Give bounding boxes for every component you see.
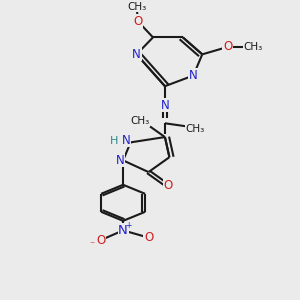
Text: CH₃: CH₃	[130, 116, 149, 126]
Text: O: O	[163, 179, 172, 192]
Text: O: O	[223, 40, 232, 53]
Text: N: N	[118, 224, 128, 237]
Text: H: H	[110, 136, 118, 146]
Text: CH₃: CH₃	[243, 42, 262, 52]
Text: O: O	[134, 15, 143, 28]
Text: N: N	[122, 134, 130, 147]
Text: CH₃: CH₃	[127, 2, 146, 12]
Text: ⁻: ⁻	[90, 241, 95, 250]
Text: +: +	[125, 220, 132, 230]
Text: N: N	[160, 99, 169, 112]
Text: O: O	[144, 231, 153, 244]
Text: N: N	[132, 48, 141, 61]
Text: CH₃: CH₃	[185, 124, 204, 134]
Text: N: N	[116, 154, 124, 167]
Text: O: O	[96, 235, 105, 248]
Text: N: N	[189, 69, 198, 82]
